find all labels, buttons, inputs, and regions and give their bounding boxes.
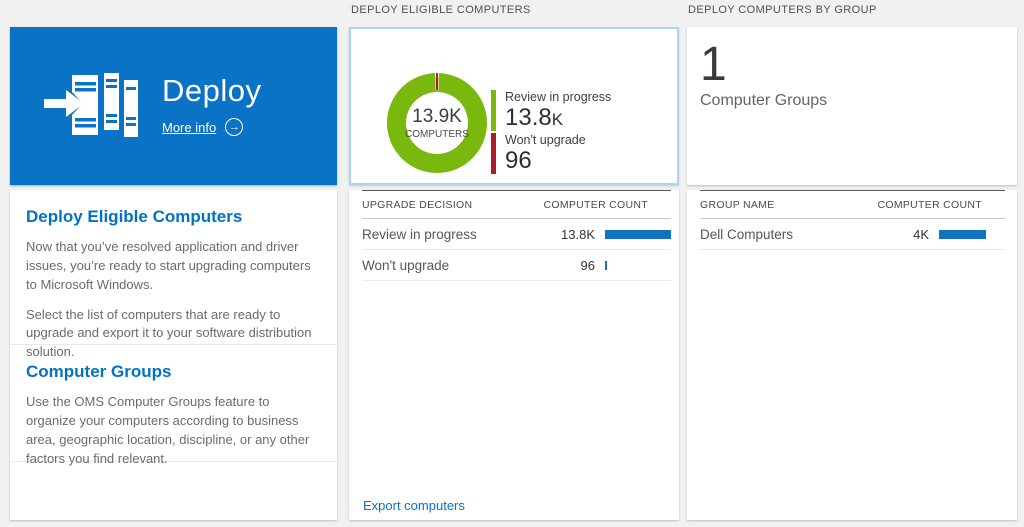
column-header-upgrade-decision: UPGRADE DECISION <box>362 198 473 211</box>
row-value: 13.8K <box>561 226 595 242</box>
computer-groups-count: 1 <box>700 38 727 91</box>
upgrade-decision-table: UPGRADE DECISION COMPUTER COUNT Review i… <box>362 190 671 281</box>
arrow-right-circle-icon[interactable]: → <box>225 118 244 136</box>
deploy-description-panel: Deploy Eligible Computers Now that you’v… <box>10 190 337 520</box>
upgrade-decision-panel: UPGRADE DECISION COMPUTER COUNT Review i… <box>349 190 679 520</box>
deploy-tile-title: Deploy <box>162 73 262 108</box>
eligible-computers-tile[interactable]: 13.9K COMPUTERS Review in progress 13.8K… <box>349 27 679 185</box>
table-row-dell-computers[interactable]: Dell Computers 4K <box>700 219 1005 250</box>
table-row-wont-upgrade[interactable]: Won't upgrade 96 <box>362 250 671 281</box>
donut-center-label: COMPUTERS <box>405 129 469 140</box>
donut-center: 13.9K COMPUTERS <box>405 92 469 154</box>
group-table: GROUP NAME COMPUTER COUNT Dell Computers… <box>700 190 1005 250</box>
legend-label: Review in progress <box>505 90 612 104</box>
row-bar-area <box>605 260 671 270</box>
section-computer-groups: Computer Groups Use the OMS Computer Gro… <box>10 345 337 466</box>
green-swatch-icon <box>491 90 496 131</box>
section-paragraph: Use the OMS Computer Groups feature to o… <box>26 394 310 466</box>
deploy-tile[interactable]: Deploy More info → <box>10 27 337 185</box>
count-bar <box>605 229 671 239</box>
computers-by-group-panel: GROUP NAME COMPUTER COUNT Dell Computers… <box>687 190 1017 520</box>
legend-value: 96 <box>505 146 532 174</box>
table-header-row: UPGRADE DECISION COMPUTER COUNT <box>362 190 671 219</box>
count-bar <box>605 260 607 270</box>
computer-groups-tile[interactable]: 1 Computer Groups <box>687 27 1017 185</box>
deploy-eligible-computers-header: DEPLOY ELIGIBLE COMPUTERS <box>351 4 531 16</box>
row-label: Won't upgrade <box>362 257 450 273</box>
row-label: Review in progress <box>362 226 477 242</box>
row-value: 96 <box>580 257 595 273</box>
section-heading-deploy-eligible-computers: Deploy Eligible Computers <box>26 207 243 226</box>
deploy-arrow-books-icon <box>44 73 138 137</box>
column-header-computer-count: COMPUTER COUNT <box>877 198 982 211</box>
section-deploy-eligible-computers: Deploy Eligible Computers Now that you’v… <box>10 190 337 359</box>
computer-groups-label: Computer Groups <box>700 92 828 109</box>
donut-legend: Review in progress 13.8K Won't upgrade 9… <box>491 90 611 176</box>
deploy-computers-by-group-header: DEPLOY COMPUTERS BY GROUP <box>688 4 877 16</box>
section-heading-computer-groups: Computer Groups <box>26 362 172 381</box>
eligible-computers-donut-chart: 13.9K COMPUTERS <box>387 73 487 173</box>
export-computers-link[interactable]: Export computers <box>363 498 465 513</box>
column-header-group-name: GROUP NAME <box>700 198 775 211</box>
legend-value: 13.8K <box>505 104 564 131</box>
column-header-computer-count: COMPUTER COUNT <box>543 198 648 211</box>
table-row-review-in-progress[interactable]: Review in progress 13.8K <box>362 219 671 250</box>
section-paragraph: Now that you’ve resolved application and… <box>26 239 311 292</box>
legend-label: Won't upgrade <box>505 132 586 147</box>
row-bar-area <box>939 229 1005 239</box>
section-paragraph: Select the list of computers that are re… <box>26 306 312 360</box>
more-info-link[interactable]: More info <box>162 119 217 135</box>
table-header-row: GROUP NAME COMPUTER COUNT <box>700 190 1005 219</box>
count-bar <box>939 229 986 239</box>
row-bar-area <box>605 229 671 239</box>
row-label: Dell Computers <box>700 226 794 242</box>
row-value: 4K <box>913 226 929 242</box>
red-swatch-icon <box>491 132 496 174</box>
legend-item-review-in-progress: Review in progress 13.8K <box>491 90 611 131</box>
legend-item-wont-upgrade: Won't upgrade 96 <box>491 132 611 174</box>
donut-center-value: 13.9K <box>412 106 462 127</box>
